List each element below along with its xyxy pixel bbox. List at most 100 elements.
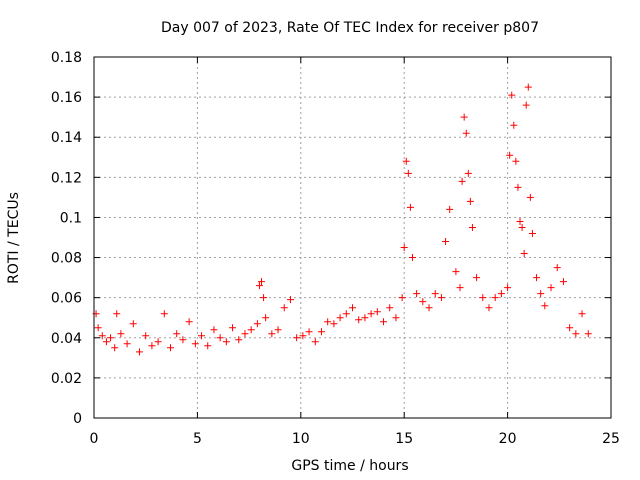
data-point [253,320,261,328]
data-point [280,304,288,312]
y-axis-label: ROTI / TECUs [6,192,22,284]
data-point [311,338,319,346]
data-point [274,326,282,334]
data-point [537,290,545,298]
data-point [241,330,249,338]
data-point [260,294,268,302]
data-point [222,338,230,346]
data-point [191,340,199,348]
data-point [437,294,445,302]
y-tick-label: 0.14 [51,130,82,146]
data-point [497,290,505,298]
x-tick-label: 0 [90,431,99,447]
data-point [524,83,532,91]
data-point [526,193,534,201]
y-tick-label: 0.1 [60,210,82,226]
data-point [386,304,394,312]
data-point [268,330,276,338]
y-tick-label: 0 [73,411,82,427]
data-point [324,318,332,326]
data-point [235,336,243,344]
data-point [216,334,224,342]
data-point [566,324,574,332]
grid-lines [94,57,611,418]
data-point [464,169,472,177]
data-point [160,310,168,318]
data-point [94,324,102,332]
data-point [262,314,270,322]
data-point [485,304,493,312]
data-point [255,282,263,290]
y-tick-label: 0.02 [51,371,82,387]
y-tick-label: 0.18 [51,50,82,66]
data-point [528,229,536,237]
data-point [408,254,416,262]
data-point [452,268,460,276]
data-point [123,340,131,348]
data-point [462,129,470,137]
x-tick-label: 25 [602,431,620,447]
data-point [398,294,406,302]
x-tick-label: 10 [292,431,310,447]
data-point [198,332,206,340]
data-point [578,310,586,318]
data-point [518,223,526,231]
data-point [117,330,125,338]
data-point [305,328,313,336]
data-point [185,318,193,326]
y-tick-label: 0.04 [51,331,82,347]
data-point [508,91,516,99]
data-point [520,250,528,258]
data-point [442,238,450,246]
data-point [98,332,106,340]
data-point [446,205,454,213]
data-point [456,284,464,292]
data-point [506,151,514,159]
data-point [167,344,175,352]
data-point [129,320,137,328]
data-point [516,217,524,225]
chart-title: Day 007 of 2023, Rate Of TEC Index for r… [161,20,539,36]
data-point [286,296,294,304]
data-point [355,316,363,324]
data-point [458,177,466,185]
data-point [512,157,520,165]
data-point [431,290,439,298]
data-point [425,304,433,312]
data-point [142,332,150,340]
y-tick-label: 0.08 [51,251,82,267]
data-point [466,197,474,205]
data-point [179,336,187,344]
data-point [113,310,121,318]
data-point [373,308,381,316]
data-point [135,348,143,356]
data-point [102,338,110,346]
x-tick-label: 20 [499,431,517,447]
x-tick-label: 15 [395,431,413,447]
data-point [229,324,237,332]
data-point [258,278,266,286]
data-point [504,284,512,292]
data-point [404,169,412,177]
data-point [154,338,162,346]
data-point [380,318,388,326]
data-point [406,203,414,211]
data-point [510,121,518,129]
data-point [342,310,350,318]
plot-frame [93,56,612,419]
data-point [468,223,476,231]
data-point [559,278,567,286]
data-point [367,310,375,318]
data-point [491,294,499,302]
y-tick-label: 0.06 [51,291,82,307]
data-point [336,314,344,322]
data-point [392,314,400,322]
data-point [299,332,307,340]
data-point [479,294,487,302]
data-point [572,330,580,338]
x-axis-label: GPS time / hours [291,458,408,474]
data-point [547,284,555,292]
data-point [173,330,181,338]
data-point [533,274,541,282]
